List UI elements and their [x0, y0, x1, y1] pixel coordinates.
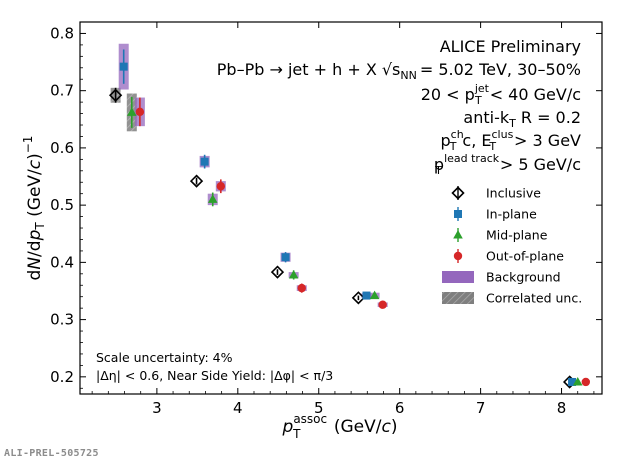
data-point	[119, 62, 128, 71]
data-points	[108, 49, 591, 389]
data-point	[297, 283, 306, 293]
legend-label: Out-of-plane	[486, 249, 564, 264]
data-point	[369, 290, 380, 300]
data-point	[362, 291, 371, 300]
annotation-block: ALICE Preliminary Pb–Pb → jet + h + X √s…	[217, 37, 581, 177]
x-tick-label: 6	[395, 399, 405, 417]
legend-label: Correlated unc.	[486, 291, 582, 306]
y-tick-label: 0.2	[50, 368, 74, 386]
data-point	[572, 376, 583, 386]
legend-label: Inclusive	[486, 186, 541, 201]
axis-ticks: 3 4 5 6 7 8 0.2 0.3 0.4 0.5 0.6 0.7 0.8	[50, 22, 602, 417]
collision-system-label: Pb–Pb → jet + h + X √sNN = 5.02 TeV, 30–5…	[217, 60, 581, 82]
data-point	[378, 300, 387, 309]
data-point	[135, 107, 145, 117]
legend: Inclusive In-plane Mid-plane Out-of-plane Ba…	[442, 186, 582, 306]
data-point	[281, 253, 290, 262]
x-tick-label: 8	[557, 399, 567, 417]
y-tick-label: 0.8	[50, 24, 74, 42]
x-axis-title: passoc T (GeV/c)	[282, 412, 398, 441]
data-point	[126, 107, 137, 116]
legend-label: Background	[486, 270, 561, 285]
leading-track-label: plead track T > 5 GeV/c	[434, 152, 581, 177]
y-tick-label: 0.5	[50, 196, 74, 214]
y-tick-label: 0.7	[50, 82, 74, 100]
legend-swatch	[442, 271, 474, 283]
data-point	[568, 377, 577, 386]
y-tick-label: 0.4	[50, 253, 74, 271]
x-tick-label: 7	[476, 399, 486, 417]
systematic-boxes	[110, 43, 388, 308]
legend-label: In-plane	[486, 207, 537, 222]
y-tick-label: 0.3	[50, 311, 74, 329]
legend-swatch	[442, 292, 474, 304]
x-tick-label: 3	[152, 399, 162, 417]
legend-label: Mid-plane	[486, 228, 548, 243]
y-tick-label: 0.6	[50, 139, 74, 157]
legend-marker	[454, 210, 462, 218]
data-point	[200, 157, 209, 166]
plot-frame	[79, 21, 603, 395]
legend-marker	[453, 251, 463, 261]
experiment-label: ALICE Preliminary	[440, 37, 581, 56]
x-tick-label: 4	[233, 399, 243, 417]
y-axis-title: dN/dpT (GeV/c)−1	[21, 136, 47, 281]
data-point	[207, 194, 218, 203]
data-point	[270, 265, 285, 279]
data-point	[288, 269, 299, 279]
jet-pt-range-label: 20 < pjet T < 40 GeV/c	[421, 82, 581, 107]
x-tick-label: 5	[314, 399, 324, 417]
legend-marker	[453, 230, 463, 239]
legend-marker	[451, 186, 465, 200]
data-point	[216, 182, 226, 191]
preliminary-id: ALI-PREL-505725	[4, 448, 99, 459]
data-point	[108, 88, 123, 102]
jet-algorithm-label: anti-kT R = 0.2	[463, 108, 581, 130]
data-point	[189, 174, 204, 188]
scale-uncertainty-note: Scale uncertainty: 4%	[96, 350, 233, 365]
data-point	[351, 291, 366, 305]
data-point	[581, 377, 591, 387]
delta-eta-note: |Δη| < 0.6, Near Side Yield: |Δφ| < π/3	[96, 368, 333, 383]
